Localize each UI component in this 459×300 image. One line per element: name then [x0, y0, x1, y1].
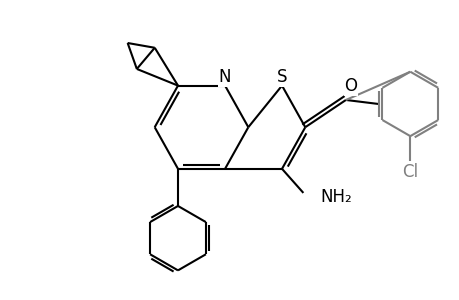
Text: N: N — [218, 68, 231, 86]
Text: S: S — [276, 68, 286, 86]
Text: O: O — [344, 77, 357, 95]
Text: NH₂: NH₂ — [320, 188, 352, 206]
Text: Cl: Cl — [401, 163, 418, 181]
